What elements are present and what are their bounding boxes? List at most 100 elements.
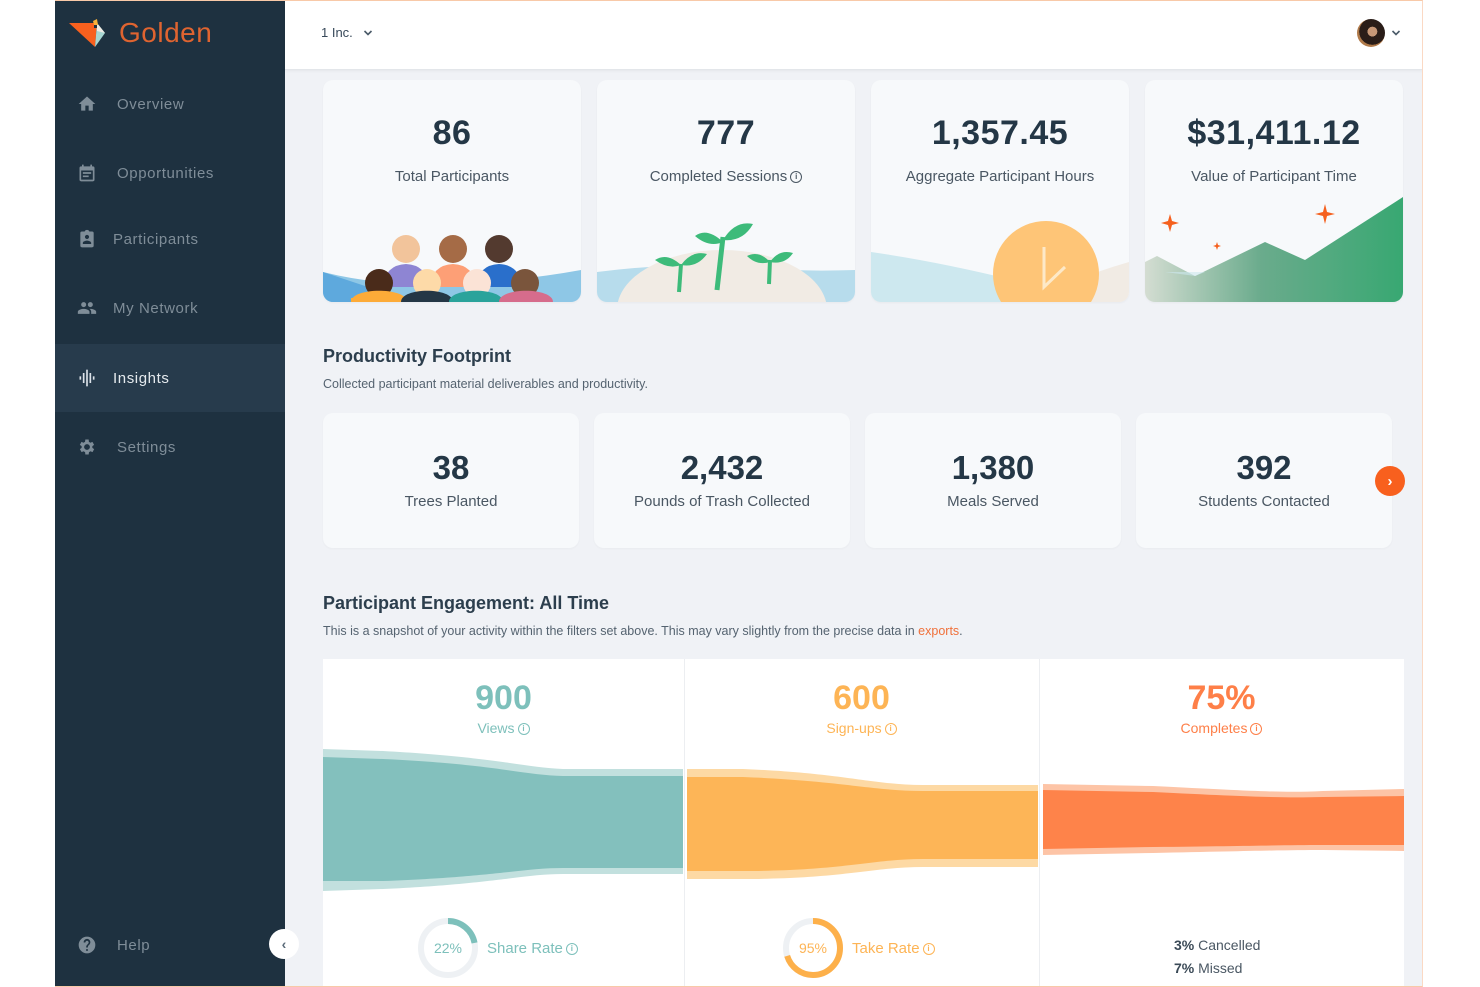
funnel-flow-chart [323, 749, 1404, 891]
outcome-cancelled: 3% Cancelled [1174, 934, 1260, 957]
sidebar-item-overview[interactable]: Overview [55, 70, 285, 138]
info-icon[interactable]: i [565, 942, 578, 955]
app-name: Golden [119, 17, 213, 48]
engagement-funnel: 900 Views i 600 Sign-ups i 75% Completes i [323, 659, 1404, 986]
divider [684, 659, 685, 986]
chevron-down-icon [363, 29, 372, 36]
stage-label: Views i [323, 720, 684, 736]
sprouts-illustration [597, 223, 855, 302]
rate-label-text: Take Rate [852, 939, 920, 957]
user-menu[interactable] [1357, 19, 1401, 47]
sidebar-item-label: Help [117, 936, 151, 954]
outcome-missed: 7% Missed [1174, 957, 1260, 980]
insights-content: 86 Total Participants [285, 71, 1422, 986]
info-icon[interactable]: i [1250, 723, 1263, 736]
sidebar-item-label: Settings [117, 438, 176, 456]
stat-label-text: Completed Sessions [649, 168, 788, 185]
stage-label-text: Completes [1180, 720, 1248, 736]
completion-outcomes: 3% Cancelled 7% Missed [1174, 934, 1260, 980]
engagement-subtitle-text: This is a snapshot of your activity with… [323, 624, 919, 638]
clock-illustration [871, 221, 1129, 302]
metric-value: 392 [1236, 449, 1292, 486]
sidebar-item-settings[interactable]: Settings [55, 413, 285, 481]
share-rate: 22% Share Rate i [417, 917, 578, 979]
chevron-right-icon: › [1387, 472, 1393, 490]
funnel-stage-completes: 75% Completes i [1039, 659, 1404, 986]
sidebar-item-label: My Network [113, 299, 199, 317]
waveform-icon [77, 368, 97, 388]
productivity-card-trash: 2,432 Pounds of Trash Collected [594, 413, 850, 548]
outcome-value: 3% [1174, 937, 1195, 953]
stat-value: 1,357.45 [931, 114, 1069, 152]
engagement-subtitle: This is a snapshot of your activity with… [323, 624, 963, 638]
golden-logo-icon [69, 19, 105, 47]
top-bar: 1 Inc. [285, 1, 1422, 70]
logo[interactable]: Golden [67, 17, 212, 49]
rate-label-text: Share Rate [487, 939, 563, 957]
exports-link[interactable]: exports [918, 624, 960, 638]
metric-label: Students Contacted [1198, 493, 1330, 510]
app-window: Golden Overview Opportunities Participan… [55, 0, 1423, 987]
metric-label: Trees Planted [404, 493, 498, 510]
stat-card-aggregate-hours: 1,357.45 Aggregate Participant Hours [871, 80, 1129, 302]
chevron-down-icon [1391, 30, 1401, 36]
info-icon[interactable]: i [790, 171, 803, 184]
divider [1039, 659, 1040, 986]
stage-label: Sign-ups i [684, 720, 1039, 736]
sidebar-item-participants[interactable]: Participants [55, 205, 285, 273]
stage-value: 600 [833, 679, 890, 717]
share-rate-value: 22% [433, 940, 463, 956]
info-icon[interactable]: i [922, 942, 935, 955]
sidebar-item-label: Insights [113, 369, 170, 387]
sidebar-item-help[interactable]: Help [55, 911, 285, 979]
stat-card-total-participants: 86 Total Participants [323, 80, 581, 302]
organization-selector[interactable]: 1 Inc. [321, 25, 373, 40]
chevron-left-icon: ‹ [281, 936, 287, 952]
stat-card-completed-sessions: 777 Completed Sessions i [597, 80, 855, 302]
productivity-next-button[interactable]: › [1375, 466, 1405, 496]
collapse-sidebar-button[interactable]: ‹ [269, 929, 299, 959]
outcome-value: 7% [1174, 960, 1195, 976]
help-icon [77, 935, 97, 955]
share-rate-ring: 22% [417, 917, 479, 979]
home-icon [77, 94, 97, 114]
people-illustration [323, 235, 581, 302]
engagement-subtitle-end: . [959, 624, 963, 638]
sidebar-item-insights[interactable]: Insights [55, 344, 285, 412]
productivity-card-meals: 1,380 Meals Served [865, 413, 1121, 548]
share-rate-label: Share Rate i [487, 940, 578, 957]
stat-label: Completed Sessions i [597, 168, 855, 185]
gear-icon [77, 437, 97, 457]
info-icon[interactable]: i [517, 723, 530, 736]
productivity-title: Productivity Footprint [323, 346, 511, 366]
take-rate-value: 95% [798, 940, 828, 956]
organization-name: 1 Inc. [321, 25, 353, 40]
funnel-stage-signups: 600 Sign-ups i [684, 659, 1039, 986]
stage-label-text: Sign-ups [826, 720, 882, 736]
metric-value: 2,432 [680, 449, 764, 486]
funnel-stage-views: 900 Views i [323, 659, 684, 986]
stat-card-value-of-time: $31,411.12 Value of Participant Time [1145, 80, 1403, 302]
avatar [1357, 19, 1385, 47]
sidebar-item-opportunities[interactable]: Opportunities [55, 139, 285, 207]
stat-value: 777 [696, 114, 756, 152]
productivity-card-trees: 38 Trees Planted [323, 413, 579, 548]
stage-value: 900 [475, 679, 532, 717]
stat-label: Total Participants [394, 168, 510, 185]
people-icon [77, 298, 97, 318]
calendar-icon [77, 163, 97, 183]
stat-value: 86 [432, 114, 472, 152]
info-icon[interactable]: i [884, 723, 897, 736]
productivity-subtitle: Collected participant material deliverab… [323, 377, 648, 391]
stage-label: Completes i [1039, 720, 1404, 736]
stage-value: 75% [1187, 679, 1256, 717]
sidebar-item-label: Overview [117, 95, 185, 113]
sidebar-item-label: Opportunities [117, 164, 215, 182]
sidebar: Golden Overview Opportunities Participan… [55, 1, 285, 986]
outcome-label: Cancelled [1198, 937, 1261, 953]
metric-value: 38 [432, 449, 470, 486]
sidebar-item-my-network[interactable]: My Network [55, 274, 285, 342]
sidebar-item-label: Participants [113, 230, 199, 248]
productivity-card-students: 392 Students Contacted [1136, 413, 1392, 548]
mountain-chart-illustration [1145, 197, 1403, 302]
